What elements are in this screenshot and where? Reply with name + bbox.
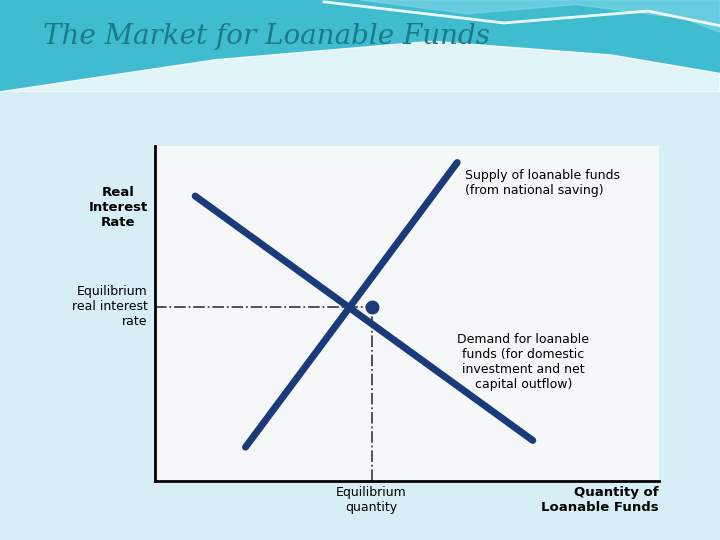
Text: Equilibrium
quantity: Equilibrium quantity: [336, 486, 407, 514]
Polygon shape: [360, 0, 720, 32]
Text: Real
Interest
Rate: Real Interest Rate: [89, 186, 148, 229]
Text: Equilibrium
real interest
rate: Equilibrium real interest rate: [72, 285, 148, 328]
Text: Supply of loanable funds
(from national saving): Supply of loanable funds (from national …: [465, 169, 620, 197]
Text: The Market for Loanable Funds: The Market for Loanable Funds: [43, 23, 490, 50]
Text: Demand for loanable
funds (for domestic
investment and net
capital outflow): Demand for loanable funds (for domestic …: [457, 333, 589, 392]
Polygon shape: [0, 42, 720, 92]
Text: Quantity of
Loanable Funds: Quantity of Loanable Funds: [541, 486, 659, 514]
